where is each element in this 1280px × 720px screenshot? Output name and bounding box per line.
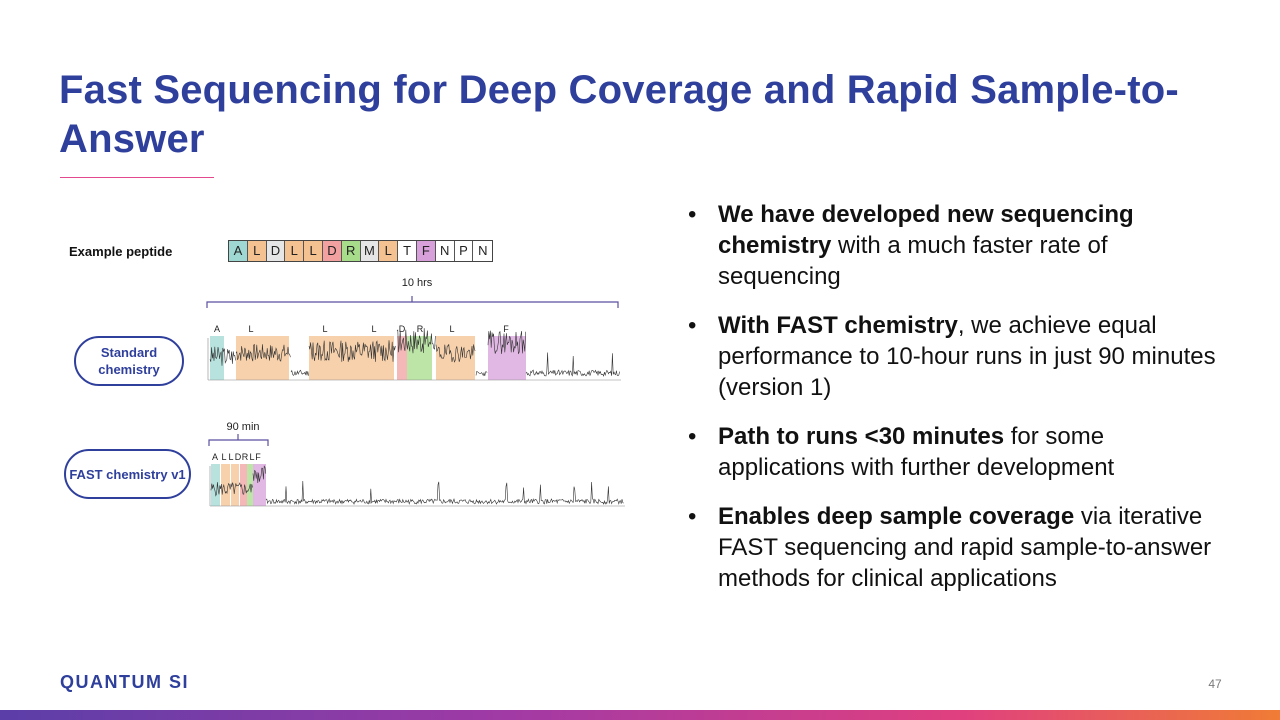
peptide-residue: R [341, 241, 361, 261]
bullet-text: , we achieve equal performance to 10-hou… [718, 312, 1216, 401]
slide-title: Fast Sequencing for Deep Coverage and Ra… [59, 68, 1179, 161]
title-underline [60, 177, 214, 178]
residue-band [231, 464, 239, 506]
standard-chemistry-label: Standard chemistry [74, 336, 184, 386]
residue-band [240, 464, 247, 506]
peptide-label: Example peptide [69, 244, 173, 259]
footer-gradient-bar [0, 710, 1280, 720]
peptide-residue: L [304, 241, 323, 261]
peptide-residue: L [379, 241, 399, 261]
residue-label: A [212, 452, 218, 462]
residue-label: L [449, 324, 454, 334]
bullet-list: • We have developed new sequencing chemis… [686, 199, 1226, 612]
peptide-residue: D [266, 241, 286, 261]
fast-duration-label: 90 min [226, 421, 259, 433]
bullet-bold-text: We have developed new sequencing chemist… [718, 201, 1134, 259]
bullet-bold-text: Path to runs <30 minutes [718, 423, 1005, 450]
residue-label: D [399, 324, 406, 334]
residue-label: R [417, 324, 424, 334]
bullet-bold-text: Enables deep sample coverage [718, 503, 1075, 530]
quantum-si-logo: QUANTUM SI [60, 672, 189, 692]
residue-label: L [221, 452, 226, 462]
standard-duration-label: 10 hrs [402, 277, 433, 289]
residue-band [236, 336, 289, 380]
residue-band [309, 336, 394, 380]
bullet-dot: • [688, 503, 697, 530]
bullet-item: • Enables deep sample coverage via iterat… [686, 501, 1226, 594]
bullet-text: for some applications with further devel… [718, 423, 1115, 481]
peptide-residue: F [416, 241, 436, 261]
residue-band [397, 336, 407, 380]
bullet-dot: • [688, 312, 697, 339]
peptide-residue: M [360, 241, 380, 261]
residue-label: L [248, 324, 253, 334]
peptide-residue: L [285, 241, 305, 261]
bullet-bold-text: With FAST chemistry [718, 312, 958, 339]
peptide-residue: A [229, 241, 248, 261]
peptide-residue: N [473, 241, 493, 261]
bullet-dot: • [688, 201, 697, 228]
residue-label: A [214, 324, 220, 334]
bullet-item: • We have developed new sequencing chemis… [686, 199, 1226, 292]
peptide-residue: D [322, 241, 342, 261]
peptide-residue: N [435, 241, 455, 261]
residue-label: R [242, 452, 249, 462]
bullet-item: • Path to runs <30 minutes for some appli… [686, 421, 1226, 483]
residue-band [221, 464, 230, 506]
residue-label: D [235, 452, 242, 462]
standard-duration-bracket [206, 301, 619, 308]
bullet-item: • With FAST chemistry, we achieve equal p… [686, 310, 1226, 403]
residue-band [211, 464, 220, 506]
page-number: 47 [1208, 677, 1222, 691]
residue-label: F [503, 324, 509, 334]
residue-label: L [322, 324, 327, 334]
residue-band [210, 336, 224, 380]
residue-label: L [249, 452, 254, 462]
bullet-text: with a much faster rate of sequencing [718, 232, 1108, 290]
residue-label: F [255, 452, 261, 462]
bullet-text: via iterative FAST sequencing and rapid … [718, 503, 1212, 592]
peptide-residue: L [247, 241, 267, 261]
standard-chemistry-trace: 10 hrs A L L L D R L F [206, 277, 621, 381]
peptide-residue: P [454, 241, 474, 261]
fast-duration-bracket [208, 439, 269, 446]
peptide-residue: T [398, 241, 417, 261]
bullet-dot: • [688, 423, 697, 450]
residue-label: L [371, 324, 376, 334]
residue-label: L [228, 452, 233, 462]
fast-chemistry-label: FAST chemistry v1 [64, 449, 191, 499]
